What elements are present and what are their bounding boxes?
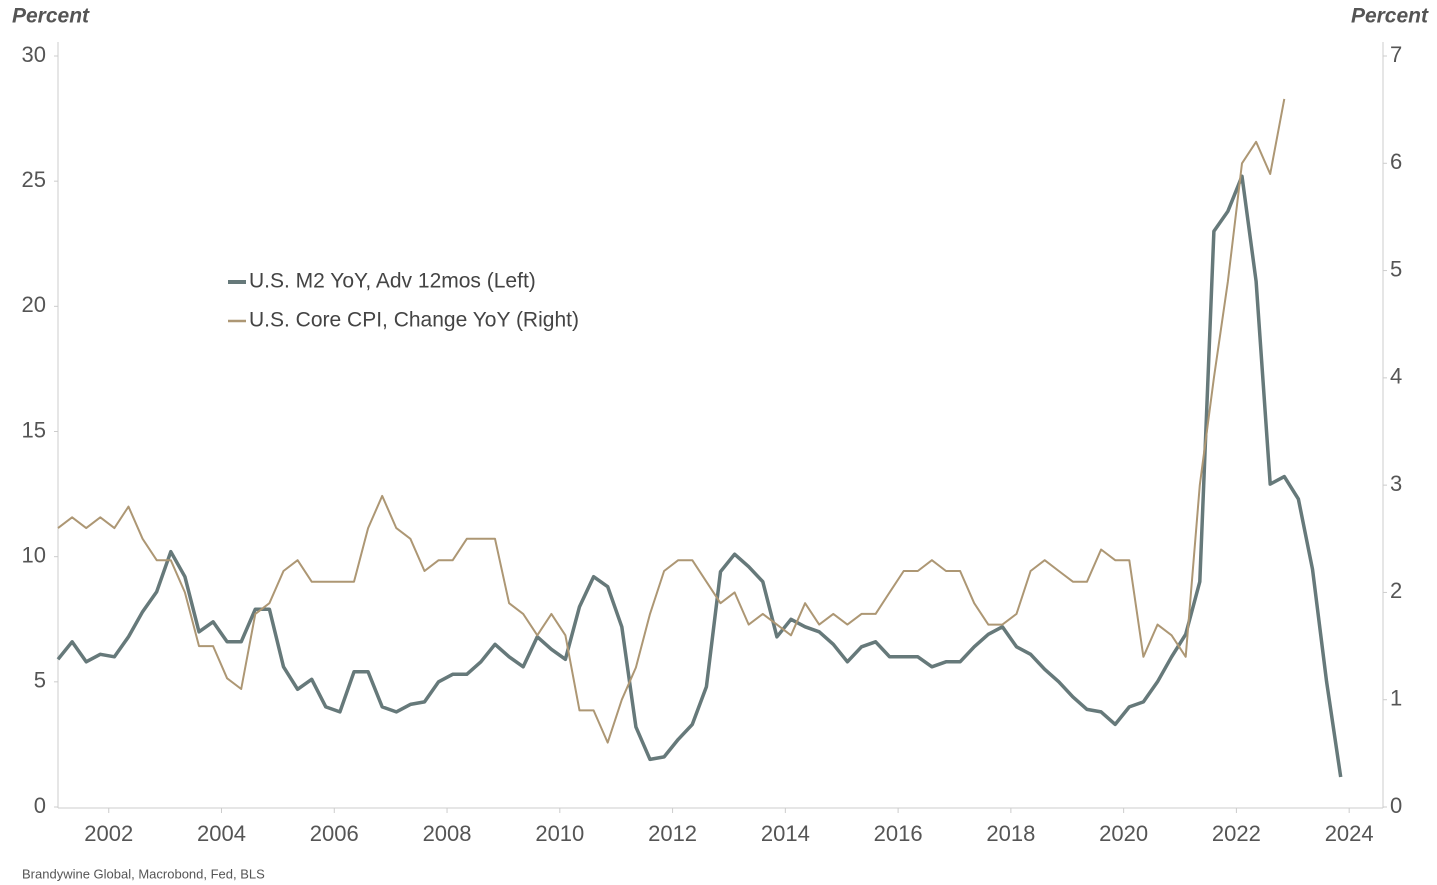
y-tick-label: 15 xyxy=(22,417,46,442)
x-tick-label: 2020 xyxy=(1099,821,1148,846)
legend-label: U.S. Core CPI, Change YoY (Right) xyxy=(249,309,579,332)
y-axis-title: Percent xyxy=(12,5,90,28)
x-tick-label: 2012 xyxy=(648,821,697,846)
y2-tick-label: 2 xyxy=(1390,578,1402,603)
y2-tick-label: 3 xyxy=(1390,471,1402,496)
x-tick-label: 2024 xyxy=(1325,821,1374,846)
y-tick-label: 25 xyxy=(22,167,46,192)
x-tick-label: 2014 xyxy=(761,821,810,846)
y2-tick-label: 7 xyxy=(1390,42,1402,67)
x-tick-label: 2004 xyxy=(197,821,246,846)
y-tick-label: 5 xyxy=(34,668,46,693)
y-tick-label: 0 xyxy=(34,793,46,818)
series-line xyxy=(57,98,1286,744)
x-tick-label: 2002 xyxy=(84,821,133,846)
x-tick-label: 2010 xyxy=(535,821,584,846)
legend-label: U.S. M2 YoY, Adv 12mos (Left) xyxy=(249,270,536,293)
y2-tick-label: 6 xyxy=(1390,149,1402,174)
x-tick-label: 2008 xyxy=(423,821,472,846)
y-tick-label: 20 xyxy=(22,292,46,317)
y2-tick-label: 5 xyxy=(1390,256,1402,281)
y2-tick-label: 0 xyxy=(1390,793,1402,818)
y2-tick-label: 1 xyxy=(1390,686,1402,711)
source: Brandywine Global, Macrobond, Fed, BLS xyxy=(22,866,265,881)
x-tick-label: 2018 xyxy=(986,821,1035,846)
y-tick-label: 30 xyxy=(22,42,46,67)
y2-axis-title: Percent xyxy=(1351,5,1429,28)
x-tick-label: 2006 xyxy=(310,821,359,846)
y-tick-label: 10 xyxy=(22,542,46,567)
series-line xyxy=(56,174,1343,778)
x-tick-label: 2022 xyxy=(1212,821,1261,846)
x-tick-label: 2016 xyxy=(874,821,923,846)
y2-tick-label: 4 xyxy=(1390,364,1402,389)
